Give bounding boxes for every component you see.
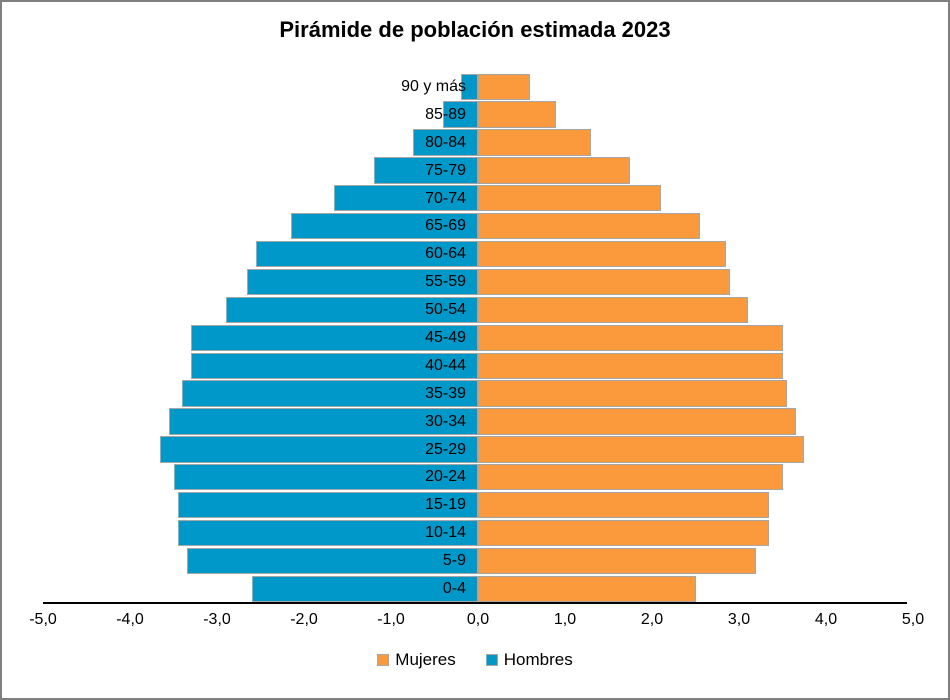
legend: Mujeres Hombres xyxy=(2,650,948,670)
age-label-40-44: 40-44 xyxy=(425,356,466,374)
bar-mujeres-20-24 xyxy=(478,464,783,491)
bar-hombres-45-49 xyxy=(190,324,478,351)
bar-mujeres-15-19 xyxy=(478,492,770,519)
legend-label-mujeres: Mujeres xyxy=(395,650,456,669)
legend-label-hombres: Hombres xyxy=(503,650,573,669)
bar-mujeres-5-9 xyxy=(478,547,757,575)
bar-mujeres-0-4 xyxy=(478,575,696,602)
bar-mujeres-45-49 xyxy=(478,324,783,351)
x-tick--2,0: -2,0 xyxy=(290,611,318,628)
x-tick-5,0: 5,0 xyxy=(901,611,925,628)
bar-mujeres-55-59 xyxy=(478,268,731,296)
bar-hombres-25-29 xyxy=(160,436,478,463)
chart-title: Pirámide de población estimada 2023 xyxy=(279,17,671,42)
bar-hombres-65-69 xyxy=(290,213,478,240)
bar-mujeres-85-89 xyxy=(478,101,557,128)
plot-area: 90 y más 85-89 80-84 75-79 70-74 65-69 60-64 55… xyxy=(29,73,924,673)
bar-mujeres-10-14 xyxy=(478,519,770,547)
age-label-85-89: 85-89 xyxy=(425,105,466,123)
age-label-20-24: 20-24 xyxy=(425,468,466,486)
bar-mujeres-90 y más xyxy=(478,73,531,100)
bar-hombres-15-19 xyxy=(177,492,478,519)
x-tick-0,0: 0,0 xyxy=(466,611,490,628)
bar-mujeres-30-34 xyxy=(478,408,796,435)
age-label-15-19: 15-19 xyxy=(425,496,466,514)
bar-mujeres-25-29 xyxy=(478,436,805,463)
x-tick--4,0: -4,0 xyxy=(116,611,144,628)
mujeres-swatch-icon xyxy=(377,654,390,666)
age-label-25-29: 25-29 xyxy=(425,440,466,458)
bar-hombres-80-84 xyxy=(412,129,478,156)
legend-item-hombres: Hombres xyxy=(485,650,573,670)
age-label-70-74: 70-74 xyxy=(425,189,466,207)
bar-hombres-0-4 xyxy=(251,575,478,602)
bar-mujeres-75-79 xyxy=(478,157,631,184)
x-tick-4,0: 4,0 xyxy=(814,611,838,628)
bar-mujeres-50-54 xyxy=(478,296,748,324)
bar-mujeres-70-74 xyxy=(478,185,661,212)
bar-hombres-5-9 xyxy=(186,547,478,575)
bar-mujeres-35-39 xyxy=(478,380,787,407)
x-tick-3,0: 3,0 xyxy=(727,611,751,628)
bar-hombres-60-64 xyxy=(256,240,478,268)
hombres-swatch-icon xyxy=(485,654,498,666)
age-label-35-39: 35-39 xyxy=(425,384,466,402)
age-label-75-79: 75-79 xyxy=(425,161,466,179)
bar-mujeres-60-64 xyxy=(478,240,726,268)
bar-hombres-50-54 xyxy=(225,296,478,324)
bar-hombres-90 y más xyxy=(460,73,478,100)
age-label-5-9: 5-9 xyxy=(442,552,466,570)
bar-mujeres-65-69 xyxy=(478,213,700,240)
age-label-45-49: 45-49 xyxy=(425,329,466,346)
bar-hombres-35-39 xyxy=(182,380,478,407)
age-label-60-64: 60-64 xyxy=(425,245,466,263)
age-label-90 y más: 90 y más xyxy=(401,77,466,95)
x-tick--3,0: -3,0 xyxy=(203,611,231,628)
bar-mujeres-40-44 xyxy=(478,352,783,379)
x-tick--5,0: -5,0 xyxy=(29,611,57,628)
bar-hombres-70-74 xyxy=(334,185,478,212)
bar-mujeres-80-84 xyxy=(478,129,592,156)
age-label-80-84: 80-84 xyxy=(425,133,466,151)
age-label-30-34: 30-34 xyxy=(425,412,466,430)
age-label-50-54: 50-54 xyxy=(425,301,466,319)
bar-hombres-30-34 xyxy=(169,408,478,435)
bar-hombres-40-44 xyxy=(190,352,478,379)
x-tick-1,0: 1,0 xyxy=(553,611,577,628)
bar-hombres-55-59 xyxy=(247,268,478,296)
age-label-0-4: 0-4 xyxy=(442,580,466,598)
bar-hombres-20-24 xyxy=(173,464,478,491)
bar-hombres-85-89 xyxy=(443,101,478,128)
bar-hombres-10-14 xyxy=(177,519,478,547)
age-label-10-14: 10-14 xyxy=(425,524,466,542)
legend-item-mujeres: Mujeres xyxy=(377,650,456,670)
x-axis-line xyxy=(43,602,907,604)
x-tick-2,0: 2,0 xyxy=(640,611,664,628)
bar-hombres-75-79 xyxy=(373,157,478,184)
age-label-65-69: 65-69 xyxy=(425,217,466,235)
age-label-55-59: 55-59 xyxy=(425,273,466,291)
x-tick--1,0: -1,0 xyxy=(377,611,405,628)
